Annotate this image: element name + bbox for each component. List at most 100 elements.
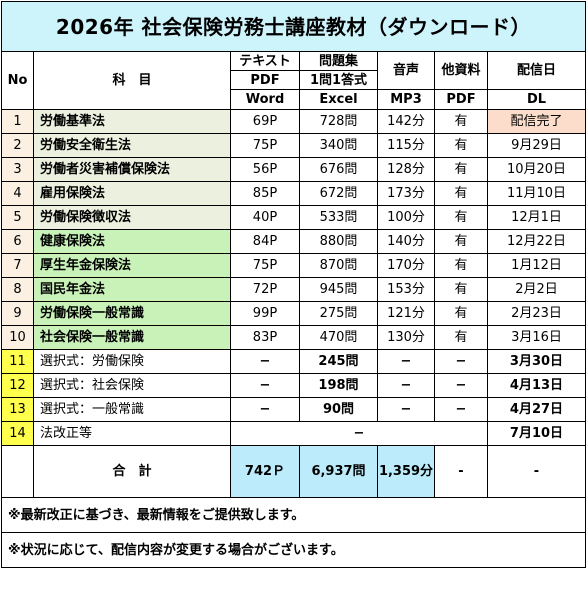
header-haishin-bot: DL — [488, 90, 586, 110]
row-other: 有 — [435, 182, 488, 206]
row-text: − — [231, 398, 300, 422]
row-mondai: 676問 — [300, 158, 378, 182]
total-row: 合 計 742Ｐ 6,937問 1,359分 - - — [2, 446, 586, 498]
header-text-top: テキスト — [231, 52, 300, 71]
row-other: − — [435, 398, 488, 422]
table-row: 11 選択式：労働保険 − 245問 − − 3月30日 — [2, 350, 586, 374]
row-mondai: 470問 — [300, 326, 378, 350]
row-subject: 選択式：労働保険 — [34, 350, 231, 374]
table-row: 3 労働者災害補償保険法 56P 676問 128分 有 10月20日 — [2, 158, 586, 182]
row-subject: 厚生年金保険法 — [34, 254, 231, 278]
row-no: 9 — [2, 302, 34, 326]
row-date: 4月27日 — [488, 398, 586, 422]
row-no: 5 — [2, 206, 34, 230]
table-row: 14 法改正等 − 7月10日 — [2, 422, 586, 446]
header-no: No — [2, 52, 34, 110]
row-date: 3月30日 — [488, 350, 586, 374]
row-audio: 173分 — [378, 182, 435, 206]
row-audio: 140分 — [378, 230, 435, 254]
row-text: 72P — [231, 278, 300, 302]
row-date: 12月22日 — [488, 230, 586, 254]
header-other-bot: PDF — [435, 90, 488, 110]
table-row: 7 厚生年金保険法 75P 870問 170分 有 1月12日 — [2, 254, 586, 278]
row-no: 8 — [2, 278, 34, 302]
row-subject: 選択式：一般常識 — [34, 398, 231, 422]
row-no: 3 — [2, 158, 34, 182]
row-text: 40P — [231, 206, 300, 230]
row-no: 13 — [2, 398, 34, 422]
table-row: 6 健康保険法 84P 880問 140分 有 12月22日 — [2, 230, 586, 254]
table-row: 12 選択式：社会保険 − 198問 − − 4月13日 — [2, 374, 586, 398]
row-subject: 雇用保険法 — [34, 182, 231, 206]
header-mondai-mid: 1問1答式 — [300, 71, 378, 90]
row-mondai: 672問 — [300, 182, 378, 206]
row-other: 有 — [435, 134, 488, 158]
row-text: 84P — [231, 230, 300, 254]
header-text-mid: PDF — [231, 71, 300, 90]
row-other: 有 — [435, 158, 488, 182]
row-subject: 労働基準法 — [34, 110, 231, 134]
row-no: 11 — [2, 350, 34, 374]
row-merged: − — [231, 422, 488, 446]
total-mondai: 6,937問 — [300, 446, 378, 498]
row-date: 10月20日 — [488, 158, 586, 182]
row-audio: − — [378, 398, 435, 422]
total-date: - — [488, 446, 586, 498]
row-no: 1 — [2, 110, 34, 134]
header-mondai-bot: Excel — [300, 90, 378, 110]
row-text: 99P — [231, 302, 300, 326]
table-row: 4 雇用保険法 85P 672問 173分 有 11月10日 — [2, 182, 586, 206]
row-audio: 100分 — [378, 206, 435, 230]
row-no: 14 — [2, 422, 34, 446]
table-row: 5 労働保険徴収法 40P 533問 100分 有 12月1日 — [2, 206, 586, 230]
materials-table: 2026年 社会保険労務士講座教材（ダウンロード） No 科 目 テキスト 問題… — [1, 1, 586, 568]
row-other: 有 — [435, 230, 488, 254]
row-subject: 法改正等 — [34, 422, 231, 446]
row-mondai: 275問 — [300, 302, 378, 326]
note-1: ※最新改正に基づき、最新情報をご提供致します。 — [2, 498, 586, 533]
header-text-bot: Word — [231, 90, 300, 110]
row-date: 配信完了 — [488, 110, 586, 134]
row-text: 69P — [231, 110, 300, 134]
table-row: 2 労働安全衛生法 75P 340問 115分 有 9月29日 — [2, 134, 586, 158]
row-audio: 128分 — [378, 158, 435, 182]
table-row: 10 社会保険一般常識 83P 470問 130分 有 3月16日 — [2, 326, 586, 350]
row-subject: 労働安全衛生法 — [34, 134, 231, 158]
row-no: 10 — [2, 326, 34, 350]
table-row: 8 国民年金法 72P 945問 153分 有 2月2日 — [2, 278, 586, 302]
row-audio: 142分 — [378, 110, 435, 134]
row-subject: 労働保険徴収法 — [34, 206, 231, 230]
row-audio: 170分 — [378, 254, 435, 278]
row-text: 56P — [231, 158, 300, 182]
row-date: 7月10日 — [488, 422, 586, 446]
row-text: − — [231, 350, 300, 374]
row-mondai: 880問 — [300, 230, 378, 254]
row-mondai: 945問 — [300, 278, 378, 302]
row-date: 2月2日 — [488, 278, 586, 302]
row-text: 75P — [231, 134, 300, 158]
table-row: 13 選択式：一般常識 − 90問 − − 4月27日 — [2, 398, 586, 422]
row-audio: − — [378, 374, 435, 398]
total-label: 合 計 — [34, 446, 231, 498]
row-mondai: 533問 — [300, 206, 378, 230]
page-title: 2026年 社会保険労務士講座教材（ダウンロード） — [2, 2, 586, 52]
row-other: 有 — [435, 278, 488, 302]
row-no: 12 — [2, 374, 34, 398]
row-other: 有 — [435, 302, 488, 326]
total-other: - — [435, 446, 488, 498]
row-audio: 115分 — [378, 134, 435, 158]
row-audio: − — [378, 350, 435, 374]
row-other: 有 — [435, 254, 488, 278]
row-subject: 労働保険一般常識 — [34, 302, 231, 326]
row-subject: 社会保険一般常識 — [34, 326, 231, 350]
row-subject: 労働者災害補償保険法 — [34, 158, 231, 182]
row-subject: 選択式：社会保険 — [34, 374, 231, 398]
row-date: 3月16日 — [488, 326, 586, 350]
row-date: 4月13日 — [488, 374, 586, 398]
row-subject: 国民年金法 — [34, 278, 231, 302]
header-haishin-top: 配信日 — [488, 52, 586, 90]
row-no: 7 — [2, 254, 34, 278]
row-text: 75P — [231, 254, 300, 278]
total-text: 742Ｐ — [231, 446, 300, 498]
row-mondai: 728問 — [300, 110, 378, 134]
